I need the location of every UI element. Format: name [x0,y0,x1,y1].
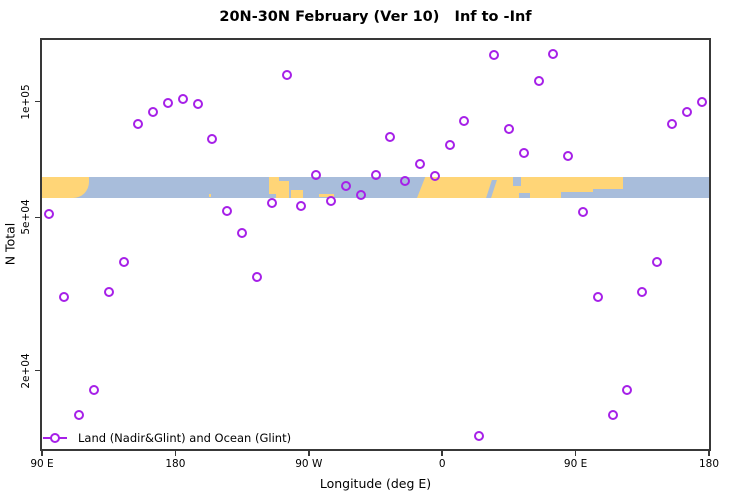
y-axis-title: N Total [2,222,18,266]
data-point [326,196,337,207]
x-tick [708,451,710,456]
y-tick [35,369,40,372]
x-tick [308,451,310,456]
ocean-arabian-sea [519,192,530,198]
data-point [518,147,529,158]
y-tick-label: 2e+04 [20,352,32,389]
data-point [637,287,648,298]
data-point [237,228,248,239]
data-point [592,292,603,303]
data-point [459,115,470,126]
data-point [296,201,307,212]
land-east-asia [42,177,89,198]
y-tick [35,216,40,219]
data-point [400,176,411,187]
data-point [607,410,618,421]
data-point [474,431,485,442]
land-baja-mexico-lower [276,181,289,198]
data-point [548,48,559,59]
ocean-bay-of-bengal [560,192,594,198]
ocean-persian-gulf [513,177,521,187]
data-point [681,106,692,117]
data-point [103,287,114,298]
data-point [118,257,129,268]
land-baja-mexico-upper [268,177,280,194]
x-tick [41,451,43,456]
x-tick-label: 0 [438,458,446,470]
data-point [385,131,396,142]
data-point [503,123,514,134]
data-point [162,98,173,109]
plot-area: Land (Nadir&Glint) and Ocean (Glint) [40,38,711,451]
data-point [133,118,144,129]
map-band [42,177,709,198]
x-axis-title: Longitude (deg E) [319,476,432,491]
data-point [44,209,55,220]
x-tick [174,451,177,456]
data-point [696,97,707,108]
y-tick [35,100,40,103]
x-tick-label: 90 E [563,458,588,470]
data-point [148,106,159,117]
x-tick [574,451,577,456]
ocean-south-china-sea [593,188,624,198]
data-point [444,140,455,151]
land-hawaii [208,193,211,197]
chart-title: 20N-30N February (Ver 10) Inf to -Inf [219,9,532,25]
x-tick [441,451,443,456]
x-tick-label: 90 E [30,458,54,470]
data-point [533,76,544,87]
data-point [340,180,351,191]
legend-point-icon [50,433,60,443]
data-point [222,205,233,216]
data-point [429,171,440,182]
y-tick-label: 5e+04 [20,199,32,236]
data-point [563,151,574,162]
data-point [177,94,188,104]
data-point [59,292,70,303]
x-tick-label: 90 W [295,458,323,470]
data-point [311,169,322,180]
data-point [207,133,218,144]
data-point [192,99,203,110]
land-cuba [319,194,334,197]
data-point [414,158,425,169]
data-point [88,385,99,396]
data-point [251,272,262,283]
data-point [266,197,277,208]
data-point [578,207,588,218]
data-point [489,50,500,61]
data-point [281,70,292,81]
data-point [666,118,677,129]
data-point [355,190,366,201]
y-tick-label: 1e+05 [20,83,32,120]
x-tick-label: 180 [698,458,720,470]
data-point [74,410,85,421]
x-tick-label: 180 [165,458,186,470]
land-mexico-gulf-coast [291,189,303,198]
data-point [370,169,381,180]
data-point [652,257,663,268]
legend-label: Land (Nadir&Glint) and Ocean (Glint) [78,431,292,445]
data-point [622,385,633,396]
